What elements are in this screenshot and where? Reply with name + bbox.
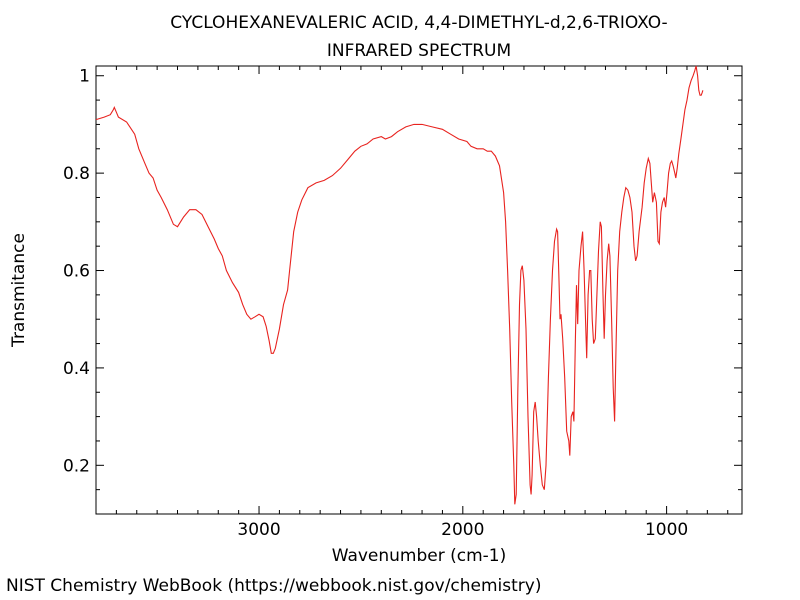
tick-labels: 0.2 0.4 0.6 0.8 1 3000 2000 1000 bbox=[63, 67, 688, 540]
x-axis-label: Wavenumber (cm-1) bbox=[332, 546, 507, 566]
x-tick-label: 1000 bbox=[645, 520, 688, 540]
y-tick-label: 0.6 bbox=[63, 262, 90, 282]
axis-ticks bbox=[96, 66, 742, 514]
plot-frame bbox=[95, 65, 743, 515]
x-tick-label: 2000 bbox=[441, 520, 484, 540]
source-footer: NIST Chemistry WebBook (https://webbook.… bbox=[6, 576, 542, 596]
spectrum-line bbox=[95, 65, 704, 505]
y-axis-label: Transmitance bbox=[9, 233, 29, 348]
y-tick-label: 0.2 bbox=[63, 456, 90, 476]
y-tick-label: 0.4 bbox=[63, 359, 90, 379]
x-tick-label: 3000 bbox=[237, 520, 280, 540]
y-tick-label: 1 bbox=[79, 67, 90, 87]
chart-title-line-1: CYCLOHEXANEVALERIC ACID, 4,4-DIMETHYL-d,… bbox=[170, 13, 667, 33]
chart-title-line-2: INFRARED SPECTRUM bbox=[327, 41, 511, 61]
y-tick-label: 0.8 bbox=[63, 164, 90, 184]
